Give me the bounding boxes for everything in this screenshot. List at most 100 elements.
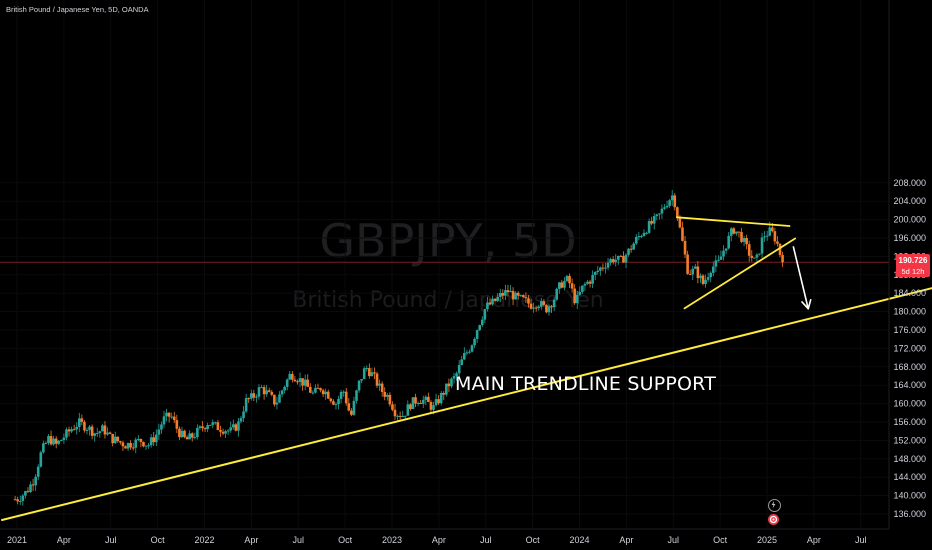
y-tick-label: 176.000: [893, 325, 926, 335]
candle: [54, 436, 58, 449]
candle: [239, 416, 243, 424]
drawing-layer[interactable]: [1, 216, 932, 521]
candle: [306, 374, 310, 388]
down-arrow[interactable]: [792, 246, 812, 310]
candle: [221, 428, 225, 436]
candle: [758, 253, 761, 256]
candle: [504, 284, 507, 301]
candle: [95, 427, 99, 437]
x-tick-label: Apr: [244, 535, 258, 545]
candle: [427, 392, 430, 403]
candle: [152, 431, 156, 447]
candle: [760, 232, 764, 258]
candle: [673, 192, 677, 211]
candle: [493, 298, 497, 302]
candle: [658, 213, 661, 220]
candle: [437, 395, 440, 405]
candle: [694, 263, 697, 270]
candle: [352, 396, 356, 416]
candle: [714, 255, 718, 272]
symbol-title[interactable]: British Pound / Japanese Yen, 5D, OANDA: [6, 5, 149, 14]
x-tick-label: Apr: [432, 535, 446, 545]
candle: [60, 439, 63, 442]
candle: [601, 263, 605, 272]
alert-record-icon[interactable]: [768, 514, 779, 525]
candle: [373, 367, 376, 380]
candle: [47, 433, 50, 446]
candle: [244, 393, 248, 414]
x-tick-label: Jul: [105, 535, 117, 545]
candle: [368, 363, 371, 379]
candle: [70, 426, 73, 433]
main-trendline[interactable]: [1, 287, 932, 521]
candle: [275, 396, 279, 410]
candle: [278, 391, 281, 403]
candle: [545, 304, 548, 314]
candle: [524, 292, 528, 304]
candle: [516, 291, 520, 300]
candle: [196, 424, 199, 440]
candle: [234, 423, 238, 432]
candle: [776, 236, 779, 247]
candle: [478, 324, 482, 332]
candle: [380, 381, 384, 397]
candle: [386, 392, 389, 401]
candle: [252, 389, 256, 402]
candle: [26, 487, 30, 493]
x-tick-label: 2023: [382, 535, 402, 545]
candle: [542, 299, 546, 307]
candle: [750, 250, 754, 262]
grid-lines: [0, 0, 889, 529]
candle: [39, 450, 43, 468]
candle: [742, 235, 746, 247]
candle: [288, 370, 292, 381]
candle: [632, 241, 636, 250]
candle: [563, 277, 566, 291]
x-tick-label: Jul: [480, 535, 492, 545]
candle: [62, 433, 66, 444]
candle: [755, 253, 759, 263]
candle: [375, 371, 379, 389]
candle: [121, 440, 125, 452]
candle: [267, 387, 271, 393]
candle: [362, 366, 366, 380]
x-tick-label: Jul: [292, 535, 304, 545]
candle: [124, 445, 127, 449]
candle: [134, 437, 138, 454]
candle: [565, 274, 569, 283]
candle: [280, 389, 284, 398]
candle: [129, 440, 132, 450]
candle: [347, 398, 351, 412]
candle: [665, 200, 669, 209]
candle: [273, 394, 276, 407]
candle: [668, 199, 671, 208]
candle: [314, 384, 317, 394]
candle: [655, 213, 659, 221]
candle: [681, 221, 684, 242]
candle: [555, 287, 559, 301]
candle: [527, 295, 530, 308]
candle: [491, 295, 494, 306]
candle: [537, 304, 541, 311]
candle: [154, 429, 158, 447]
lightning-icon[interactable]: [768, 499, 781, 512]
candle: [44, 441, 48, 445]
candle: [588, 279, 592, 288]
candle: [296, 379, 299, 385]
candle: [455, 371, 458, 381]
candle: [488, 298, 492, 306]
candle: [111, 433, 114, 447]
candle: [237, 417, 240, 437]
candle: [265, 384, 268, 397]
y-tick-label: 136.000: [893, 509, 926, 519]
candle: [683, 235, 687, 259]
candle: [640, 234, 643, 239]
triangle-upper-trendline[interactable]: [676, 216, 791, 227]
candle: [778, 243, 782, 258]
triangle-lower-trendline[interactable]: [683, 237, 797, 310]
candle: [450, 377, 453, 389]
candle: [319, 387, 322, 393]
candle: [57, 440, 61, 446]
candle: [686, 250, 689, 275]
